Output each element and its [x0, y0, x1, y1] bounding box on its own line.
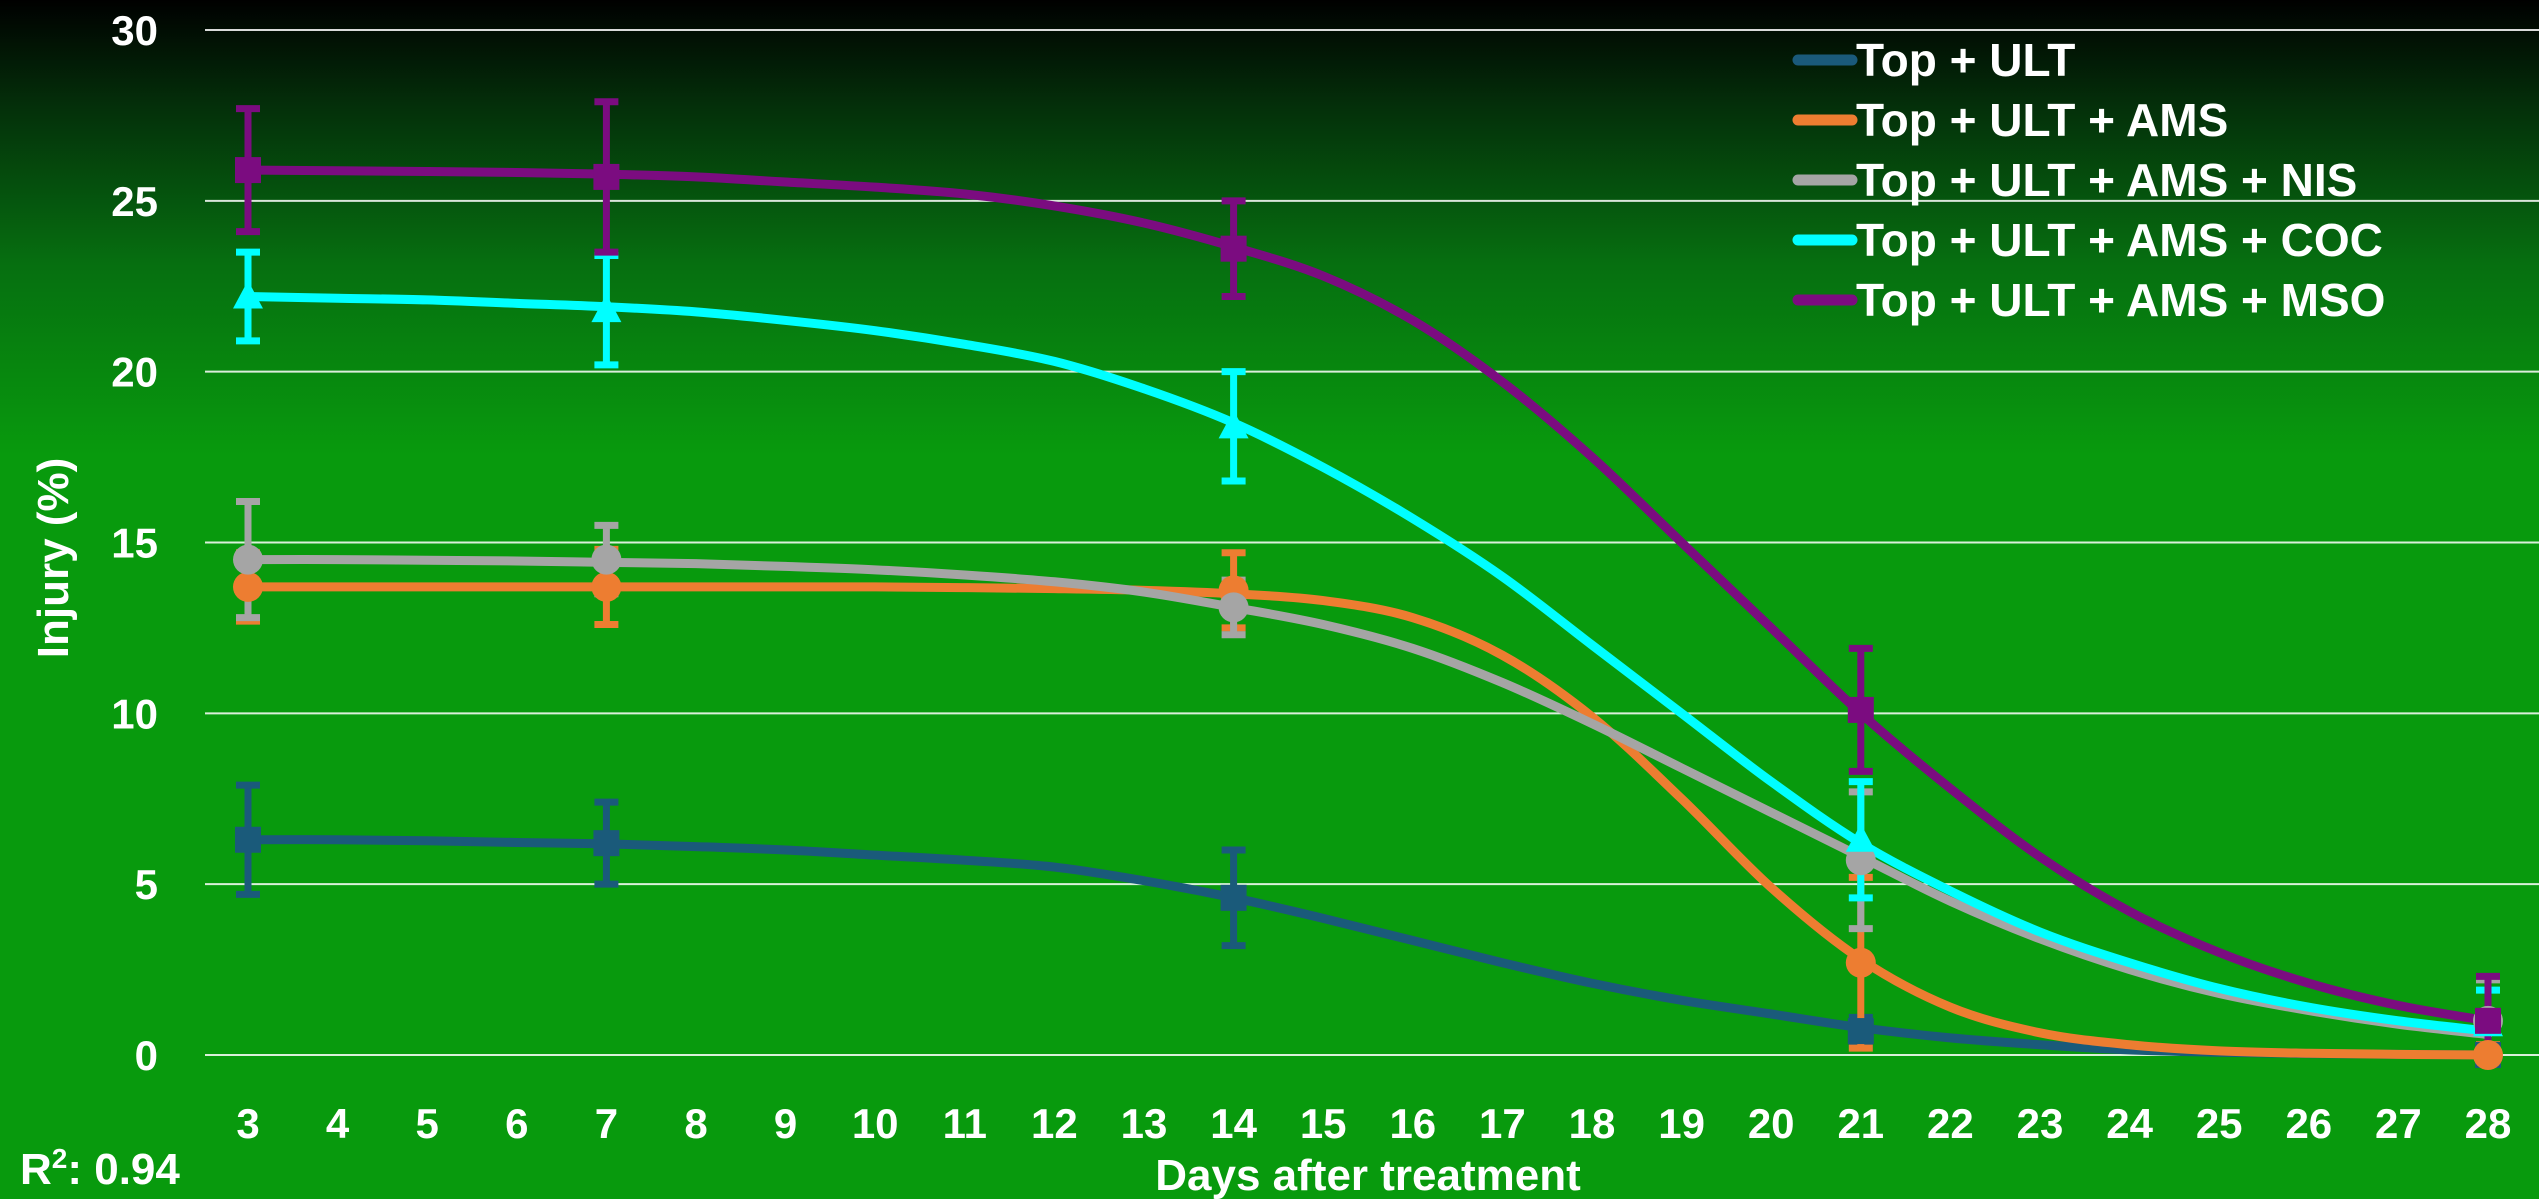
data-point-series-3-x-14 [1218, 410, 1249, 439]
x-tick-label-18: 18 [1569, 1100, 1616, 1147]
data-point-series-0-x-14 [1220, 884, 1247, 911]
legend-label-4: Top + ULT + AMS + MSO [1856, 274, 2385, 326]
x-tick-label-24: 24 [2106, 1100, 2153, 1147]
y-tick-label-30: 30 [111, 7, 158, 54]
y-tick-label-0: 0 [135, 1032, 158, 1079]
y-tick-label-10: 10 [111, 690, 158, 737]
data-point-series-4-x-28 [2475, 1007, 2501, 1034]
data-point-series-3-x-3 [233, 280, 263, 309]
fit-line-series-3 [243, 292, 2493, 1036]
x-tick-label-10: 10 [852, 1100, 899, 1147]
data-point-series-0-x-7 [593, 830, 620, 857]
data-point-series-3-x-21 [1845, 823, 1876, 852]
fit-lines [243, 165, 2493, 1060]
data-point-series-1-x-21 [1845, 947, 1876, 978]
y-tick-label-5: 5 [135, 861, 158, 908]
data-point-series-1-x-28 [2473, 1040, 2503, 1070]
data-markers [233, 157, 2503, 1070]
data-point-series-4-x-7 [593, 163, 620, 190]
y-tick-label-25: 25 [111, 178, 158, 225]
x-tick-label-4: 4 [326, 1100, 350, 1147]
y-tick-label-15: 15 [111, 520, 158, 567]
y-tick-label-20: 20 [111, 349, 158, 396]
data-point-series-2-x-3 [233, 544, 263, 575]
data-point-series-2-x-21 [1845, 845, 1876, 876]
data-point-series-4-x-21 [1847, 696, 1874, 723]
legend-label-3: Top + ULT + AMS + COC [1856, 214, 2383, 266]
x-tick-label-9: 9 [774, 1100, 797, 1147]
fit-line-series-4 [243, 165, 2493, 1026]
data-point-series-2-x-7 [591, 544, 622, 575]
x-tick-label-7: 7 [595, 1100, 618, 1147]
r-squared-value: : 0.94 [67, 1145, 180, 1194]
legend-label-2: Top + ULT + AMS + NIS [1856, 154, 2357, 206]
x-tick-label-28: 28 [2465, 1100, 2512, 1147]
x-tick-label-5: 5 [416, 1100, 439, 1147]
x-tick-label-17: 17 [1479, 1100, 1526, 1147]
x-tick-label-13: 13 [1121, 1100, 1168, 1147]
data-point-series-4-x-3 [235, 157, 261, 184]
legend-label-1: Top + ULT + AMS [1856, 94, 2228, 146]
x-tick-label-20: 20 [1748, 1100, 1795, 1147]
data-point-series-0-x-3 [235, 826, 261, 853]
gridlines [205, 29, 2539, 1056]
x-tick-label-11: 11 [943, 1100, 987, 1147]
r-squared-label: R [20, 1145, 52, 1194]
x-axis-title: Days after treatment [1155, 1151, 1581, 1199]
x-tick-label-8: 8 [684, 1100, 707, 1147]
data-point-series-2-x-14 [1218, 592, 1249, 623]
x-tick-label-3: 3 [236, 1100, 259, 1147]
r-squared-superscript: 2 [52, 1143, 68, 1174]
x-tick-label-27: 27 [2375, 1100, 2422, 1147]
y-axis-ticks: 0 5 10 15 20 25 30 [111, 7, 158, 1079]
x-tick-label-12: 12 [1031, 1100, 1078, 1147]
x-tick-label-22: 22 [1927, 1100, 1974, 1147]
fit-line-series-1 [243, 582, 2493, 1060]
data-point-series-1-x-3 [233, 571, 263, 602]
y-axis-title: Injury (%) [29, 458, 78, 658]
x-tick-label-6: 6 [505, 1100, 528, 1147]
fit-line-series-2 [243, 555, 2493, 1039]
data-point-series-4-x-14 [1220, 235, 1247, 262]
r-squared-annotation: R2: 0.94 [20, 1143, 180, 1194]
x-tick-label-19: 19 [1658, 1100, 1705, 1147]
x-tick-label-14: 14 [1210, 1100, 1257, 1147]
legend: Top + ULT Top + ULT + AMS Top + ULT + AMS … [1792, 34, 2385, 326]
data-point-series-3-x-7 [591, 294, 622, 323]
x-tick-label-15: 15 [1300, 1100, 1347, 1147]
fit-line-series-0 [243, 835, 2493, 1060]
x-tick-label-21: 21 [1837, 1100, 1884, 1147]
x-tick-label-25: 25 [2196, 1100, 2243, 1147]
data-point-series-1-x-7 [591, 571, 622, 602]
x-tick-label-23: 23 [2017, 1100, 2064, 1147]
x-tick-label-26: 26 [2285, 1100, 2332, 1147]
data-point-series-0-x-21 [1847, 1018, 1874, 1045]
x-axis-ticks: 3 4 5 6 7 8 9 10 11 12 13 14 15 16 17 18 19 20 21 22 23 24 25 2… [236, 1100, 2511, 1147]
x-tick-label-16: 16 [1389, 1100, 1436, 1147]
legend-label-0: Top + ULT [1856, 34, 2075, 86]
